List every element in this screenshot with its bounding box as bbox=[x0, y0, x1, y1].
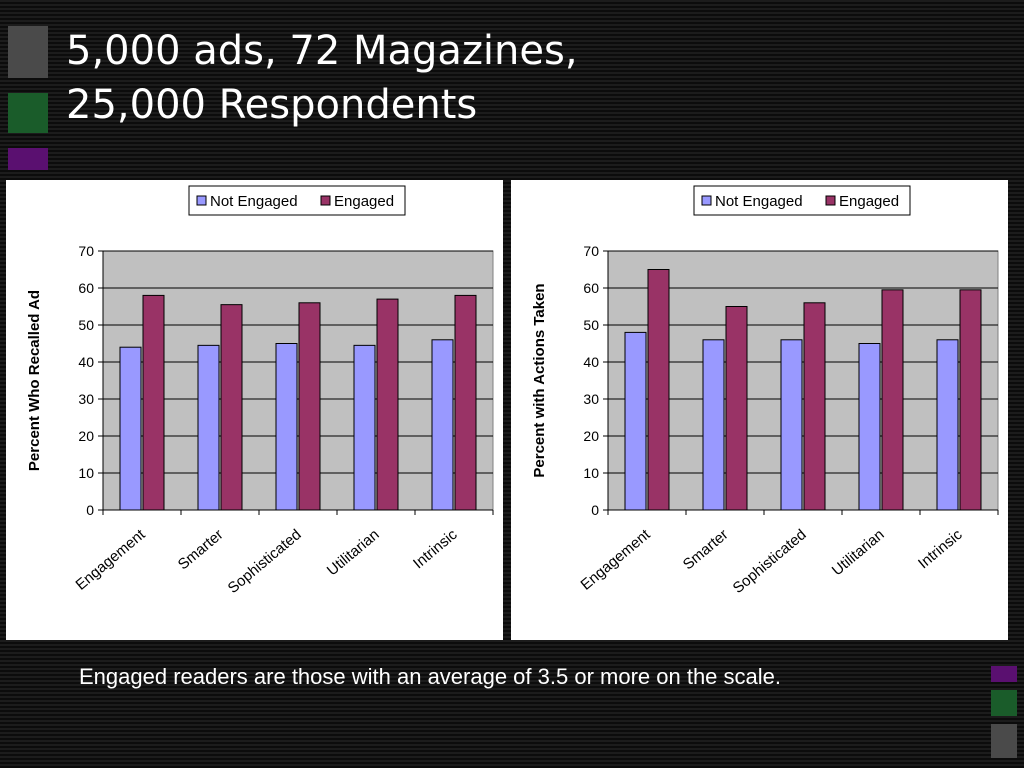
plot-area bbox=[102, 250, 494, 511]
y-axis-title: Percent with Actions Taken bbox=[531, 283, 548, 477]
bar-not-engaged bbox=[624, 331, 647, 511]
bar-not-engaged bbox=[197, 344, 220, 511]
chart-panel-recall: 0 10 20 30 40 50 60 70 Engagement Smarter Sophisti… bbox=[6, 180, 503, 640]
legend-label-not-engaged: Not Engaged bbox=[210, 193, 298, 210]
y-tick-label: 50 bbox=[583, 317, 599, 333]
slide-title-line-2: 25,000 Respondents bbox=[66, 82, 478, 128]
legend-box bbox=[693, 185, 911, 216]
y-tick-label: 0 bbox=[86, 502, 94, 518]
recall-chart: 0 10 20 30 40 50 60 70 Engagement SmarterSophisti… bbox=[26, 185, 494, 597]
y-tick-label: 10 bbox=[583, 465, 599, 481]
slide-caption: Engaged readers are those with an averag… bbox=[79, 664, 781, 689]
y-tick-label: 60 bbox=[78, 280, 94, 296]
legend-label-engaged: Engaged bbox=[334, 193, 394, 210]
y-tick-label: 10 bbox=[78, 465, 94, 481]
actions-chart: 0 10 20 30 40 50 60 70 Engagement SmarterSophisti… bbox=[531, 185, 999, 597]
y-tick-label: 30 bbox=[78, 391, 94, 407]
bar-engaged bbox=[725, 306, 748, 511]
y-tick-label: 60 bbox=[583, 280, 599, 296]
y-tick-label: 50 bbox=[78, 317, 94, 333]
slide-title: 5,000 ads, 72 Magazines, 25,000 Responde… bbox=[66, 24, 578, 132]
bar-engaged bbox=[376, 298, 399, 511]
y-tick-label: 40 bbox=[78, 354, 94, 370]
x-category-label: Engagement bbox=[577, 526, 654, 594]
bar-engaged bbox=[647, 269, 670, 511]
bar-engaged bbox=[959, 289, 982, 511]
x-category-label: Intrinsic bbox=[410, 526, 461, 573]
accent-square-purple-bottom bbox=[991, 666, 1017, 682]
y-tick-label: 30 bbox=[583, 391, 599, 407]
y-tick-label: 0 bbox=[591, 502, 599, 518]
bar-not-engaged bbox=[702, 339, 725, 511]
bar-not-engaged bbox=[936, 339, 959, 511]
bar-engaged bbox=[220, 304, 243, 511]
x-category-label: Sophisticated bbox=[225, 526, 305, 597]
legend-label-not-engaged: Not Engaged bbox=[715, 193, 803, 210]
bar-engaged bbox=[803, 302, 826, 511]
bar-not-engaged bbox=[353, 344, 376, 511]
chart-panel-actions: 0 10 20 30 40 50 60 70 Engagement Smarter Sophisti… bbox=[511, 180, 1008, 640]
x-category-label: Smarter bbox=[680, 526, 732, 573]
accent-square-green bbox=[8, 93, 48, 133]
legend-label-engaged: Engaged bbox=[839, 193, 899, 210]
legend-swatch-engaged bbox=[825, 195, 836, 206]
bar-not-engaged bbox=[275, 343, 298, 511]
accent-square-gray-bottom bbox=[991, 724, 1017, 758]
legend-swatch-engaged bbox=[320, 195, 331, 206]
legend-box bbox=[188, 185, 406, 216]
bar-engaged bbox=[454, 294, 477, 511]
y-tick-label: 20 bbox=[583, 428, 599, 444]
y-tick-label: 70 bbox=[583, 243, 599, 259]
y-tick-label: 20 bbox=[78, 428, 94, 444]
bar-not-engaged bbox=[858, 343, 881, 511]
y-tick-label: 70 bbox=[78, 243, 94, 259]
slide-title-line-1: 5,000 ads, 72 Magazines, bbox=[66, 28, 578, 74]
x-category-label: Utilitarian bbox=[829, 526, 888, 579]
bar-engaged bbox=[298, 302, 321, 511]
x-category-label: Intrinsic bbox=[915, 526, 966, 573]
bar-not-engaged bbox=[431, 339, 454, 511]
y-axis-title: Percent Who Recalled Ad bbox=[26, 290, 43, 471]
plot-area bbox=[607, 250, 999, 511]
x-category-label: Smarter bbox=[175, 526, 227, 573]
bar-engaged bbox=[881, 289, 904, 511]
x-category-label: Engagement bbox=[72, 526, 149, 594]
bar-not-engaged bbox=[119, 346, 142, 511]
legend-swatch-not-engaged bbox=[196, 195, 207, 206]
accent-square-gray bbox=[8, 26, 48, 78]
bar-not-engaged bbox=[780, 339, 803, 511]
legend-swatch-not-engaged bbox=[701, 195, 712, 206]
x-category-label: Utilitarian bbox=[324, 526, 383, 579]
y-tick-label: 40 bbox=[583, 354, 599, 370]
accent-square-purple bbox=[8, 148, 48, 170]
bar-engaged bbox=[142, 294, 165, 511]
accent-square-green-bottom bbox=[991, 690, 1017, 716]
x-category-label: Sophisticated bbox=[730, 526, 810, 597]
